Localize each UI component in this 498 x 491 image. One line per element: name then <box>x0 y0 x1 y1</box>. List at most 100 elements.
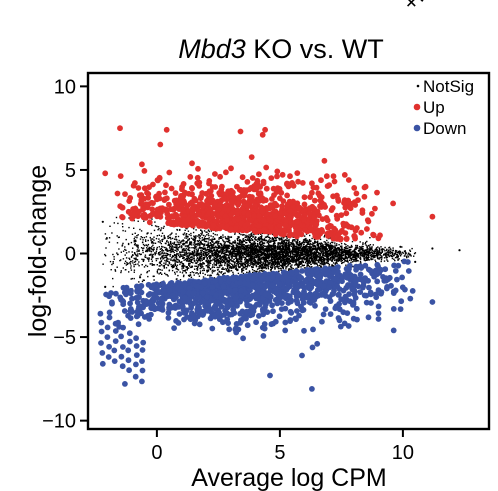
notsig-point <box>206 270 208 272</box>
notsig-point <box>270 245 272 247</box>
notsig-point <box>397 259 399 261</box>
notsig-point <box>176 239 178 241</box>
notsig-point <box>309 252 312 254</box>
notsig-point <box>169 249 172 251</box>
notsig-point <box>202 258 205 260</box>
notsig-point <box>209 248 211 250</box>
notsig-point <box>323 255 325 257</box>
notsig-point <box>279 252 281 254</box>
notsig-point <box>351 261 354 263</box>
notsig-point <box>226 250 228 252</box>
notsig-point <box>373 250 375 253</box>
notsig-point <box>327 257 329 259</box>
notsig-point <box>282 242 285 244</box>
notsig-point <box>323 236 325 238</box>
notsig-point <box>175 261 177 263</box>
notsig-point <box>354 250 356 253</box>
notsig-point <box>246 271 248 274</box>
notsig-point <box>272 237 274 240</box>
notsig-point <box>297 250 299 252</box>
notsig-point <box>244 258 246 261</box>
notsig-point <box>329 252 331 254</box>
notsig-point <box>279 258 281 260</box>
notsig-point <box>309 234 311 237</box>
notsig-point <box>224 258 226 260</box>
notsig-point <box>213 246 216 248</box>
notsig-point <box>276 254 278 256</box>
notsig-point <box>283 240 285 242</box>
notsig-point <box>204 253 207 255</box>
notsig-point <box>250 243 253 246</box>
notsig-point <box>142 239 144 241</box>
notsig-point <box>160 247 163 250</box>
notsig-point <box>171 250 173 253</box>
notsig-point <box>342 251 345 253</box>
notsig-point <box>286 236 288 238</box>
notsig-point <box>316 254 318 256</box>
notsig-point <box>207 253 210 255</box>
notsig-point <box>246 260 248 262</box>
notsig-point <box>303 258 306 261</box>
notsig-point <box>326 245 328 247</box>
notsig-point <box>231 248 233 250</box>
notsig-point <box>347 245 349 247</box>
notsig-point <box>315 255 318 257</box>
notsig-point <box>156 246 158 249</box>
notsig-point <box>197 248 199 250</box>
notsig-point <box>375 247 378 249</box>
notsig-point <box>316 256 318 258</box>
notsig-point <box>385 256 387 258</box>
notsig-point <box>286 251 288 253</box>
notsig-point <box>264 262 267 264</box>
notsig-point <box>201 265 203 267</box>
notsig-point <box>326 251 329 253</box>
notsig-point <box>240 246 242 249</box>
notsig-point <box>134 260 137 262</box>
notsig-point <box>323 247 325 249</box>
notsig-point <box>243 247 245 250</box>
notsig-point <box>348 259 351 261</box>
notsig-point <box>189 274 192 276</box>
notsig-point <box>332 256 334 259</box>
notsig-point <box>200 232 202 235</box>
notsig-point <box>252 242 254 244</box>
notsig-point <box>120 271 122 274</box>
notsig-point <box>128 226 130 229</box>
notsig-point <box>367 252 370 255</box>
notsig-point <box>339 245 342 247</box>
notsig-point <box>222 273 224 276</box>
notsig-point <box>290 256 292 258</box>
notsig-point <box>179 245 181 248</box>
notsig-point <box>233 264 236 266</box>
notsig-point <box>316 244 319 246</box>
notsig-point <box>274 267 276 270</box>
notsig-point <box>259 243 262 246</box>
notsig-point <box>363 259 365 261</box>
notsig-point <box>325 251 328 253</box>
notsig-point <box>221 271 223 273</box>
notsig-point <box>318 253 320 255</box>
notsig-point <box>351 256 354 258</box>
notsig-point <box>159 251 161 253</box>
notsig-point <box>403 255 406 257</box>
notsig-point <box>185 241 187 244</box>
notsig-point <box>244 264 246 266</box>
notsig-point <box>337 260 340 262</box>
notsig-point <box>166 239 168 242</box>
notsig-point <box>309 245 311 248</box>
notsig-point <box>292 240 294 242</box>
notsig-point <box>211 238 213 240</box>
notsig-point <box>239 254 242 257</box>
notsig-point <box>371 249 374 252</box>
notsig-point <box>341 245 343 247</box>
notsig-point <box>278 246 280 248</box>
notsig-point <box>206 246 209 249</box>
notsig-point <box>235 265 237 267</box>
notsig-point <box>192 251 194 254</box>
notsig-point <box>208 246 211 248</box>
notsig-point <box>175 254 177 256</box>
notsig-point <box>185 249 187 252</box>
notsig-point <box>156 264 158 266</box>
notsig-point <box>321 260 323 262</box>
notsig-point <box>282 248 284 250</box>
